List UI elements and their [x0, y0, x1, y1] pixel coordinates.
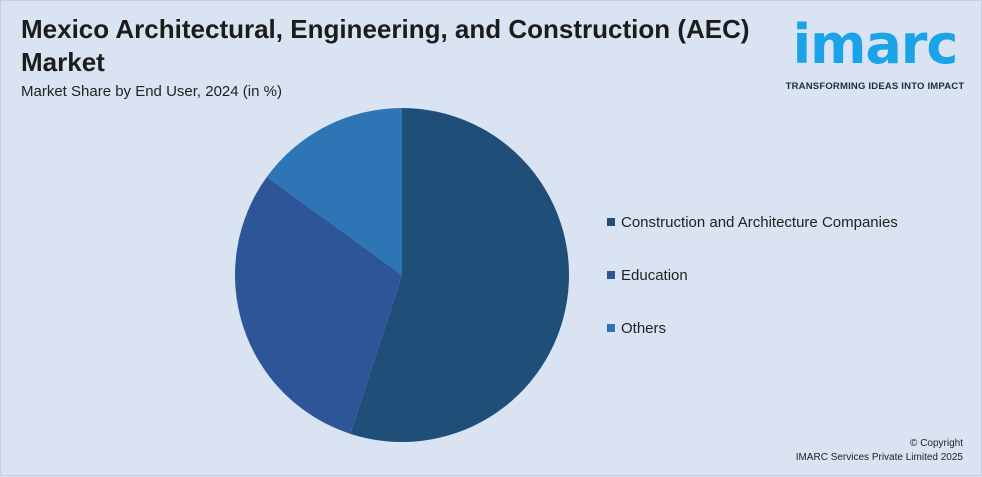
legend-swatch-others	[607, 324, 615, 332]
chart-title: Mexico Architectural, Engineering, and C…	[21, 14, 750, 77]
legend-swatch-construction	[607, 218, 615, 226]
chart-legend: Construction and Architecture Companies …	[607, 213, 898, 372]
imarc-logo: imarc TRANSFORMING IDEAS INTO IMPACT	[769, 11, 969, 101]
legend-label-construction: Construction and Architecture Companies	[621, 213, 898, 231]
legend-label-others: Others	[621, 319, 667, 337]
legend-item-education: Education	[607, 266, 898, 284]
copyright: © Copyright IMARC Services Private Limit…	[796, 437, 963, 465]
logo-tagline: TRANSFORMING IDEAS INTO IMPACT	[785, 81, 965, 92]
legend-swatch-education	[607, 271, 615, 279]
legend-item-others: Others	[607, 319, 898, 337]
copyright-line2: IMARC Services Private Limited 2025	[795, 452, 963, 463]
pie-slice-education	[235, 176, 402, 434]
logo-wordmark: imarc	[792, 13, 959, 76]
legend-label-education: Education	[621, 266, 688, 284]
chart-subtitle: Market Share by End User, 2024 (in %)	[21, 83, 282, 100]
pie-slice-construction	[350, 108, 569, 442]
pie-slice-others	[266, 108, 402, 275]
copyright-line1: © Copyright	[910, 438, 963, 449]
legend-item-construction: Construction and Architecture Companies	[607, 213, 898, 231]
